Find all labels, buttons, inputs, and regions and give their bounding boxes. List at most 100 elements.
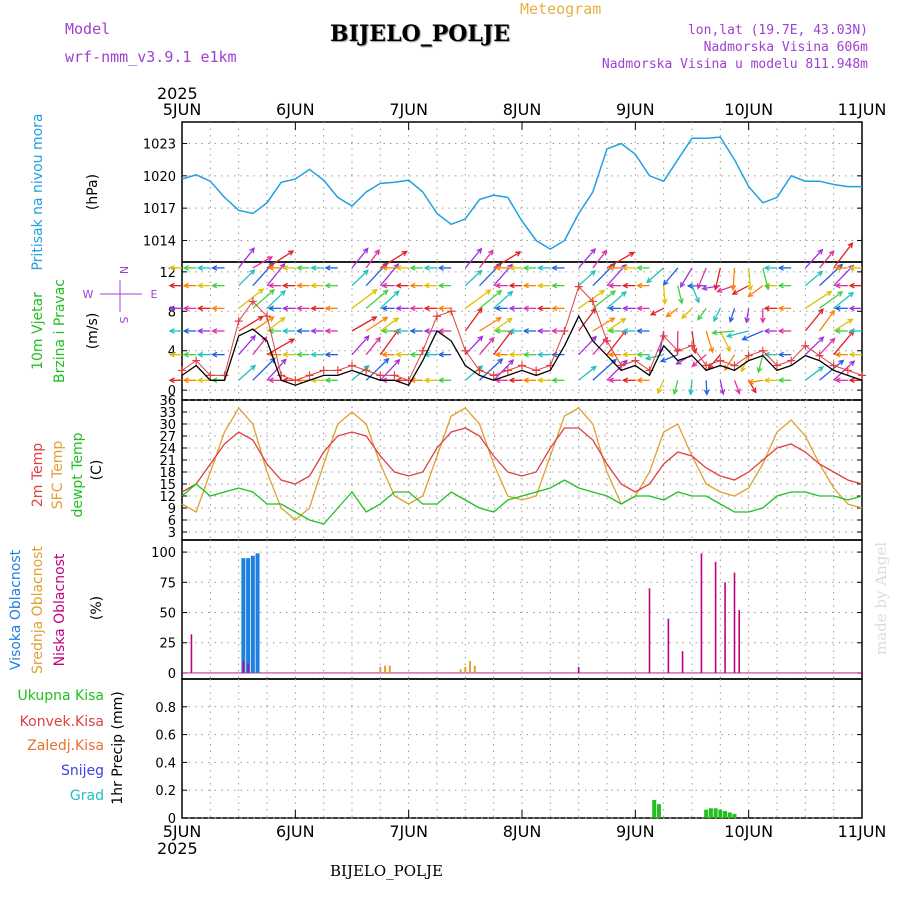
wind-arrow-head — [522, 282, 529, 289]
wind-arrow-head — [691, 361, 698, 368]
wind-arrow-head — [763, 328, 770, 334]
precip-bar — [718, 809, 723, 818]
wind-gust-marker — [220, 371, 229, 380]
wind-arrow-head — [829, 309, 836, 316]
ytick-label-temperature: 12 — [159, 490, 176, 505]
wind-arrow-head — [196, 377, 204, 384]
wind-arrow-head — [395, 265, 402, 271]
wind-arrow-head — [395, 351, 402, 358]
wind-arrow-head — [551, 282, 558, 289]
wind-gust-marker — [447, 307, 456, 316]
cloud-bar — [242, 660, 245, 673]
wind-arrow-head — [628, 251, 636, 257]
wind-gust-marker — [560, 327, 569, 335]
wind-arrow-head — [590, 269, 597, 276]
wind-arrow-head — [363, 335, 370, 342]
ytick-label-temperature: 21 — [159, 454, 176, 469]
cloud-bar — [469, 660, 472, 673]
cloud-bar — [247, 663, 249, 673]
meteogram-label: Meteogram — [520, 0, 602, 18]
wind-arrow — [646, 267, 665, 283]
dewpt-temp-line — [181, 479, 863, 525]
wind-arrow-head — [763, 377, 770, 384]
cloud-bar — [379, 666, 382, 673]
temp-unit-label: (C) — [89, 460, 105, 481]
wind-arrow — [833, 292, 854, 309]
ytick-label-temperature: 3 — [168, 526, 176, 541]
wind-arrow — [650, 307, 664, 316]
wind-arrow-head — [834, 377, 841, 384]
wind-arrow-head — [508, 265, 515, 271]
wind-arrow — [729, 308, 736, 322]
wind-arrow-head — [508, 305, 515, 312]
wind-arrow — [493, 317, 513, 332]
wind-arrow-head — [182, 377, 189, 384]
wind-arrow-head — [661, 298, 668, 306]
ytick-label-precip: 0.6 — [155, 729, 176, 744]
wind-arrow — [804, 249, 823, 269]
x-label-top: 11JUN — [838, 100, 887, 119]
wind-arrow — [351, 269, 369, 287]
wind-arrow — [238, 269, 255, 287]
cloud-bar — [246, 558, 251, 673]
wind-arrow — [493, 359, 514, 381]
wind-arrow-head — [607, 377, 614, 384]
wind-arrow-head — [310, 282, 317, 289]
wind-arrow-head — [645, 277, 653, 284]
wind-arrow-head — [250, 364, 257, 371]
wind-arrow — [493, 329, 513, 356]
wind-arrow-head — [522, 305, 529, 312]
wind-arrow-head — [281, 265, 289, 271]
wind-arrow-head — [363, 364, 370, 371]
wind-arrow — [657, 380, 665, 394]
wind-arrow — [578, 336, 597, 356]
wind-arrow — [252, 336, 267, 356]
precip-legend-1: Konvek.Kisa — [20, 714, 104, 730]
wind-arrow-head — [657, 388, 663, 395]
wind-arrow-head — [296, 282, 303, 289]
chart-title: BIJELO_POLJE — [330, 21, 511, 47]
wind-arrow-head — [267, 265, 274, 271]
wind-arrow-head — [296, 305, 303, 312]
wind-arrow-head — [423, 305, 430, 312]
wind-arrow-head — [536, 265, 544, 271]
wind-arrow-head — [296, 328, 303, 334]
wind-arrow — [379, 290, 400, 309]
compass-e: E — [151, 288, 158, 301]
wind-arrow — [493, 251, 521, 269]
wind-gust-marker — [518, 361, 526, 370]
wind-arrow — [680, 267, 693, 288]
wind-arrow — [266, 250, 294, 269]
wind-arrow-head — [310, 328, 317, 334]
wind-arrow-head — [620, 290, 627, 297]
ytick-label-wind: 0 — [168, 384, 176, 399]
wind-arrow-head — [817, 270, 824, 277]
wind-arrow-head — [818, 336, 825, 343]
wind-arrow-head — [747, 379, 754, 385]
wind-arrow-head — [522, 377, 529, 384]
wind-arrow — [606, 251, 635, 269]
x-label-bottom: 6JUN — [276, 822, 315, 841]
wind-arrow — [578, 365, 597, 381]
wind-arrow-head — [522, 328, 529, 334]
wind-arrow — [677, 285, 683, 304]
wind-arrow-head — [621, 377, 629, 384]
cloud-bar — [733, 572, 736, 673]
wind-arrow — [379, 359, 400, 381]
wind-gust-marker — [688, 341, 696, 350]
wind-arrow — [464, 270, 482, 287]
wind-arrow — [833, 318, 853, 332]
wind-arrow-head — [196, 282, 204, 289]
wind-arrow-head — [280, 289, 287, 296]
wind-arrow-head — [744, 317, 750, 324]
cloud-bar — [681, 651, 684, 673]
x-label-top: 8JUN — [503, 100, 542, 119]
wind-arrow-head — [515, 251, 522, 257]
wind-arrow-head — [268, 316, 275, 322]
wind-arrow — [708, 354, 721, 369]
wind-arrow-head — [476, 269, 483, 276]
wind-arrow-head — [713, 315, 719, 323]
wind-arrow-head — [409, 328, 416, 334]
ytick-label-pressure: 1014 — [143, 234, 176, 249]
lonlat-label: lon,lat (19.7E, 43.03N) — [687, 23, 868, 38]
